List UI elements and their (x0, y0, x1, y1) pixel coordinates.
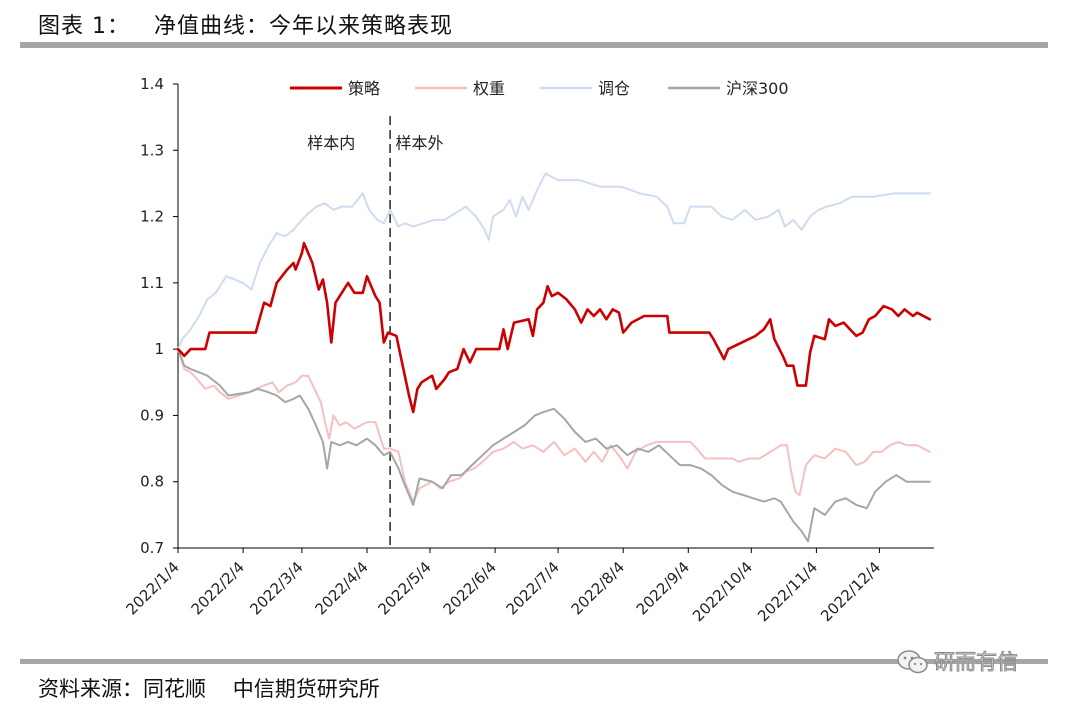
x-tick-label: 2022/1/4 (122, 558, 182, 618)
y-tick-label: 0.7 (140, 539, 164, 557)
y-tick-label: 1 (154, 340, 164, 358)
y-tick-label: 1.1 (140, 274, 164, 292)
source-note: 资料来源：同花顺 中信期货研究所 (38, 677, 380, 701)
y-tick-label: 0.8 (140, 473, 164, 491)
y-tick-label: 1.3 (140, 141, 164, 159)
series-line-1 (177, 348, 931, 503)
x-tick-label: 2022/8/4 (568, 558, 628, 618)
annotation-label: 样本外 (395, 134, 443, 153)
y-tick-label: 1.2 (140, 208, 164, 226)
series-line-3 (177, 348, 931, 543)
x-tick-label: 2022/5/4 (374, 558, 434, 618)
x-tick-label: 2022/10/4 (689, 558, 756, 625)
chart-series-lines (176, 172, 932, 543)
series-line-2 (177, 172, 931, 351)
watermark-text: 研而有信 (934, 650, 1019, 675)
chart-annotations: 样本内 样本外 (307, 134, 443, 153)
legend-label: 策略 (348, 79, 380, 98)
page-title: 图表 1： 净值曲线：今年以来策略表现 (38, 14, 453, 39)
x-tick-label: 2022/2/4 (188, 558, 248, 618)
x-tick-label: 2022/4/4 (311, 558, 371, 618)
wechat-logo-icon (897, 650, 928, 674)
y-tick-label: 0.9 (140, 406, 164, 424)
footer-divider (20, 659, 1048, 664)
series-line-0 (176, 241, 932, 414)
x-tick-label: 2022/7/4 (503, 558, 563, 618)
chart-legend: 策略 权重 调仓 沪深300 (290, 79, 789, 98)
x-tick-label: 2022/9/4 (633, 558, 693, 618)
x-tick-label: 2022/6/4 (440, 558, 500, 618)
x-tick-label: 2022/11/4 (754, 558, 821, 625)
legend-label: 权重 (473, 79, 505, 98)
y-tick-label: 1.4 (140, 75, 164, 93)
legend-label: 沪深300 (726, 79, 789, 98)
annotation-label: 样本内 (307, 134, 355, 153)
header-divider (20, 42, 1048, 48)
x-tick-label: 2022/3/4 (246, 558, 306, 618)
legend-label: 调仓 (598, 79, 630, 98)
x-tick-label: 2022/12/4 (817, 558, 884, 625)
